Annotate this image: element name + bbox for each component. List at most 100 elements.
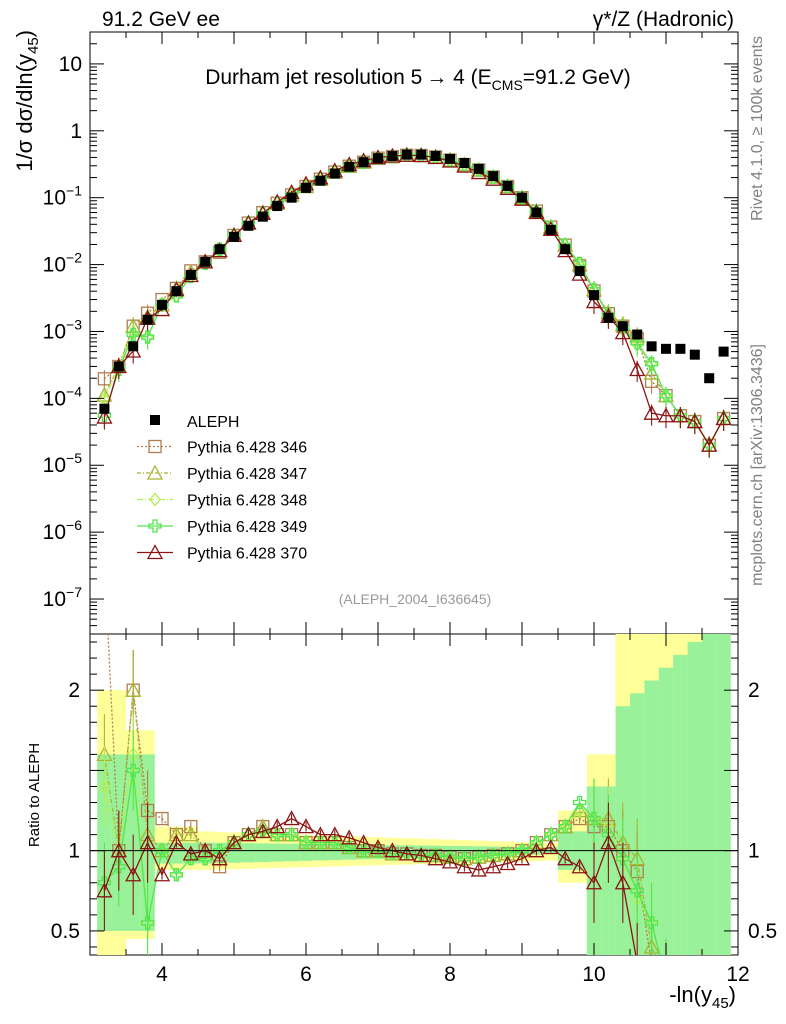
series-2-line [103, 154, 725, 447]
series-5-ratio-marker [585, 874, 603, 890]
aleph-point [430, 151, 441, 162]
series-4-ratio-marker [169, 868, 184, 882]
series-5-ratio-marker [485, 858, 502, 874]
legend-label-aleph: ALEPH [187, 414, 239, 431]
series-5-ratio-marker [125, 866, 142, 882]
aleph-point [646, 341, 657, 352]
series-5-ratio-marker [614, 874, 631, 890]
series-5-ratio-marker [254, 823, 271, 839]
ratio-band-green [284, 843, 299, 862]
aleph-point [531, 207, 542, 218]
legend-marker [148, 519, 162, 533]
series-4-ratio-marker [472, 850, 486, 864]
series-5-marker [629, 361, 646, 377]
ratio-band-green [673, 654, 688, 955]
y-tick-label: 10−2 [43, 250, 83, 277]
series-5-ratio-marker [398, 845, 415, 861]
series-5-marker [643, 404, 660, 420]
ratio-axis-label: Ratio to ALEPH [26, 743, 43, 847]
series-4-ratio-marker [587, 811, 601, 826]
series-4-ratio-marker [558, 819, 572, 834]
x-tick-label: 8 [444, 963, 456, 986]
series-5-ratio-marker [441, 853, 459, 869]
header-right: γ*/Z (Hadronic) [593, 8, 734, 31]
aleph-point [157, 299, 167, 310]
aleph-point [401, 149, 412, 160]
legend-label: Pythia 6.428 348 [187, 493, 307, 510]
x-tick-label: 4 [156, 963, 168, 986]
series-4-ratio-marker [284, 827, 299, 842]
ratio-band-green [255, 843, 270, 862]
aleph-point [301, 182, 311, 193]
series-5-ratio-line [103, 817, 637, 955]
series-4-ratio-marker [126, 763, 140, 778]
x-tick-label: 12 [726, 963, 749, 986]
series-5-ratio-marker [499, 855, 516, 871]
ratio-y-tick-label-right: 1 [748, 840, 760, 863]
aleph-point [142, 314, 153, 325]
series-1-line [103, 154, 725, 447]
series-5-marker [585, 293, 603, 309]
analysis-tag: (ALEPH_2004_I636645) [339, 591, 492, 607]
series-2-ratio-marker [182, 826, 199, 842]
series-3-ratio-marker [98, 779, 111, 794]
legend-marker [148, 439, 162, 454]
legend-label: Pythia 6.428 347 [187, 466, 307, 483]
series-5-ratio-marker [283, 810, 300, 826]
series-4-ratio-marker [342, 840, 356, 855]
y-axis-label: 1/σ dσ/dln(y45) [12, 30, 42, 172]
ratio-band-green [716, 634, 731, 955]
series-5-ratio-marker [312, 826, 329, 842]
series-5-ratio-marker [571, 858, 588, 874]
aleph-point [718, 346, 729, 357]
ratio-band-green [687, 642, 702, 955]
aleph-point [488, 171, 499, 182]
series-4-ratio-marker [486, 848, 500, 863]
chart-title: Durham jet resolution 5 → 4 (ECMS=91.2 Ge… [205, 66, 631, 93]
aleph-point [344, 161, 355, 172]
series-5-ratio-marker [326, 826, 343, 842]
series-5-ratio-marker [153, 866, 171, 882]
series-4-marker [644, 357, 659, 371]
ratio-band-green [702, 634, 717, 955]
series-5-ratio-marker [470, 861, 487, 877]
aleph-point [545, 224, 556, 235]
aleph-point [459, 158, 470, 169]
aleph-point [560, 244, 571, 255]
series-5-marker [96, 408, 113, 424]
series-5-ratio-marker [355, 834, 372, 850]
series-4-marker [126, 327, 140, 342]
series-5-ratio-marker [96, 882, 113, 898]
legend-label: Pythia 6.428 370 [187, 546, 307, 563]
series-5-ratio-marker [369, 839, 387, 855]
legend-marker [146, 544, 164, 560]
series-4-marker [140, 330, 155, 344]
ratio-band-green [644, 680, 659, 955]
aleph-point [517, 192, 527, 203]
legend-marker [146, 464, 164, 480]
aleph-point [617, 321, 628, 332]
series-5-ratio-marker [456, 858, 473, 874]
aleph-point [632, 329, 643, 340]
aleph-point [286, 192, 297, 203]
series-4-ratio-marker [112, 860, 126, 874]
series-5-marker [657, 407, 675, 423]
aleph-point [358, 157, 369, 168]
aleph-point [445, 153, 455, 164]
aleph-point [113, 361, 124, 372]
aleph-point [128, 341, 139, 352]
aleph-point [99, 403, 110, 414]
aleph-point [200, 256, 211, 267]
aleph-point [704, 373, 715, 384]
aleph-point [315, 175, 326, 186]
series-5-ratio-marker [600, 834, 617, 850]
y-tick-label: 10 [59, 53, 82, 76]
x-tick-label: 10 [582, 963, 605, 986]
ratio-y-tick-label-right: 2 [748, 679, 760, 702]
ratio-band-green [169, 842, 184, 864]
series-4-ratio-marker [385, 847, 400, 861]
series-3-line [103, 154, 725, 447]
aleph-point [185, 269, 196, 280]
series-5-ratio-marker [139, 834, 156, 850]
